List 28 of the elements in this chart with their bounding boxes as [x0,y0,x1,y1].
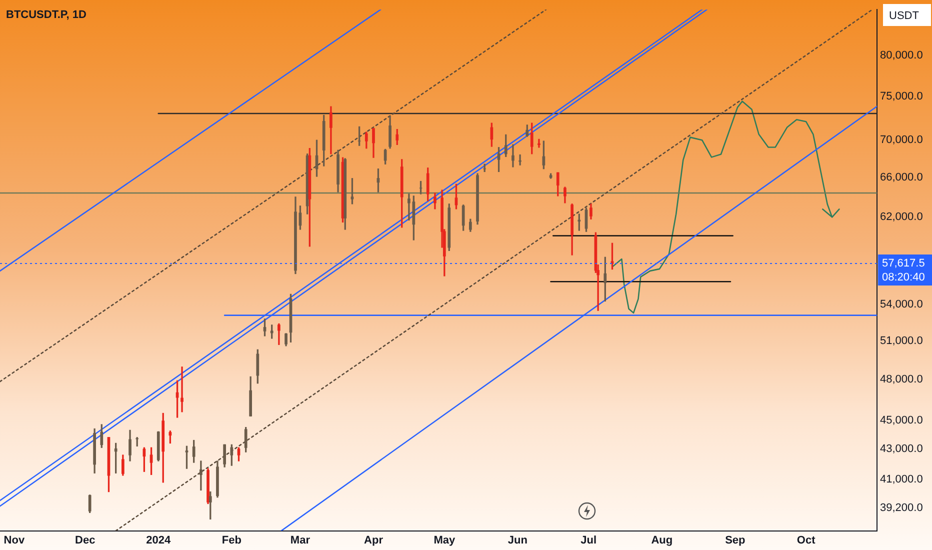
x-tick-label: Mar [290,534,311,546]
x-tick-label: Apr [364,534,384,546]
y-tick-label: 54,000.0 [880,298,923,311]
y-tick-label: 48,000.0 [880,373,923,386]
ref-line-label: 57,617.5 [882,258,925,270]
x-tick-label: Jun [508,534,528,546]
y-tick-label: 45,000.0 [880,414,923,426]
y-tick-label: 66,000.0 [880,171,923,184]
text: 08:20:40 [882,272,925,284]
text: USDT [889,10,920,22]
y-tick-label: 39,200.0 [880,502,923,514]
x-tick-label: Feb [222,534,242,546]
x-tick-label: Jul [580,534,597,546]
y-tick-label: 51,000.0 [880,334,923,347]
x-tick-label: Nov [4,534,26,546]
y-tick-label: 75,000.0 [880,90,923,102]
y-tick-label: 41,000.0 [880,473,923,486]
y-tick-label: 80,000.0 [880,49,923,62]
x-tick-label: Aug [651,534,673,546]
x-tick-label: 2024 [146,534,172,546]
y-tick-label: 70,000.0 [880,134,923,146]
y-tick-label: 43,000.0 [880,443,923,456]
x-tick-label: Sep [725,534,746,546]
x-tick-label: Oct [796,534,816,546]
x-tick-label: Dec [75,534,96,546]
y-tick-label: 62,000.0 [880,211,923,224]
x-tick-label: May [434,534,456,546]
chart-title: BTCUSDT.P, 1D [6,9,87,22]
